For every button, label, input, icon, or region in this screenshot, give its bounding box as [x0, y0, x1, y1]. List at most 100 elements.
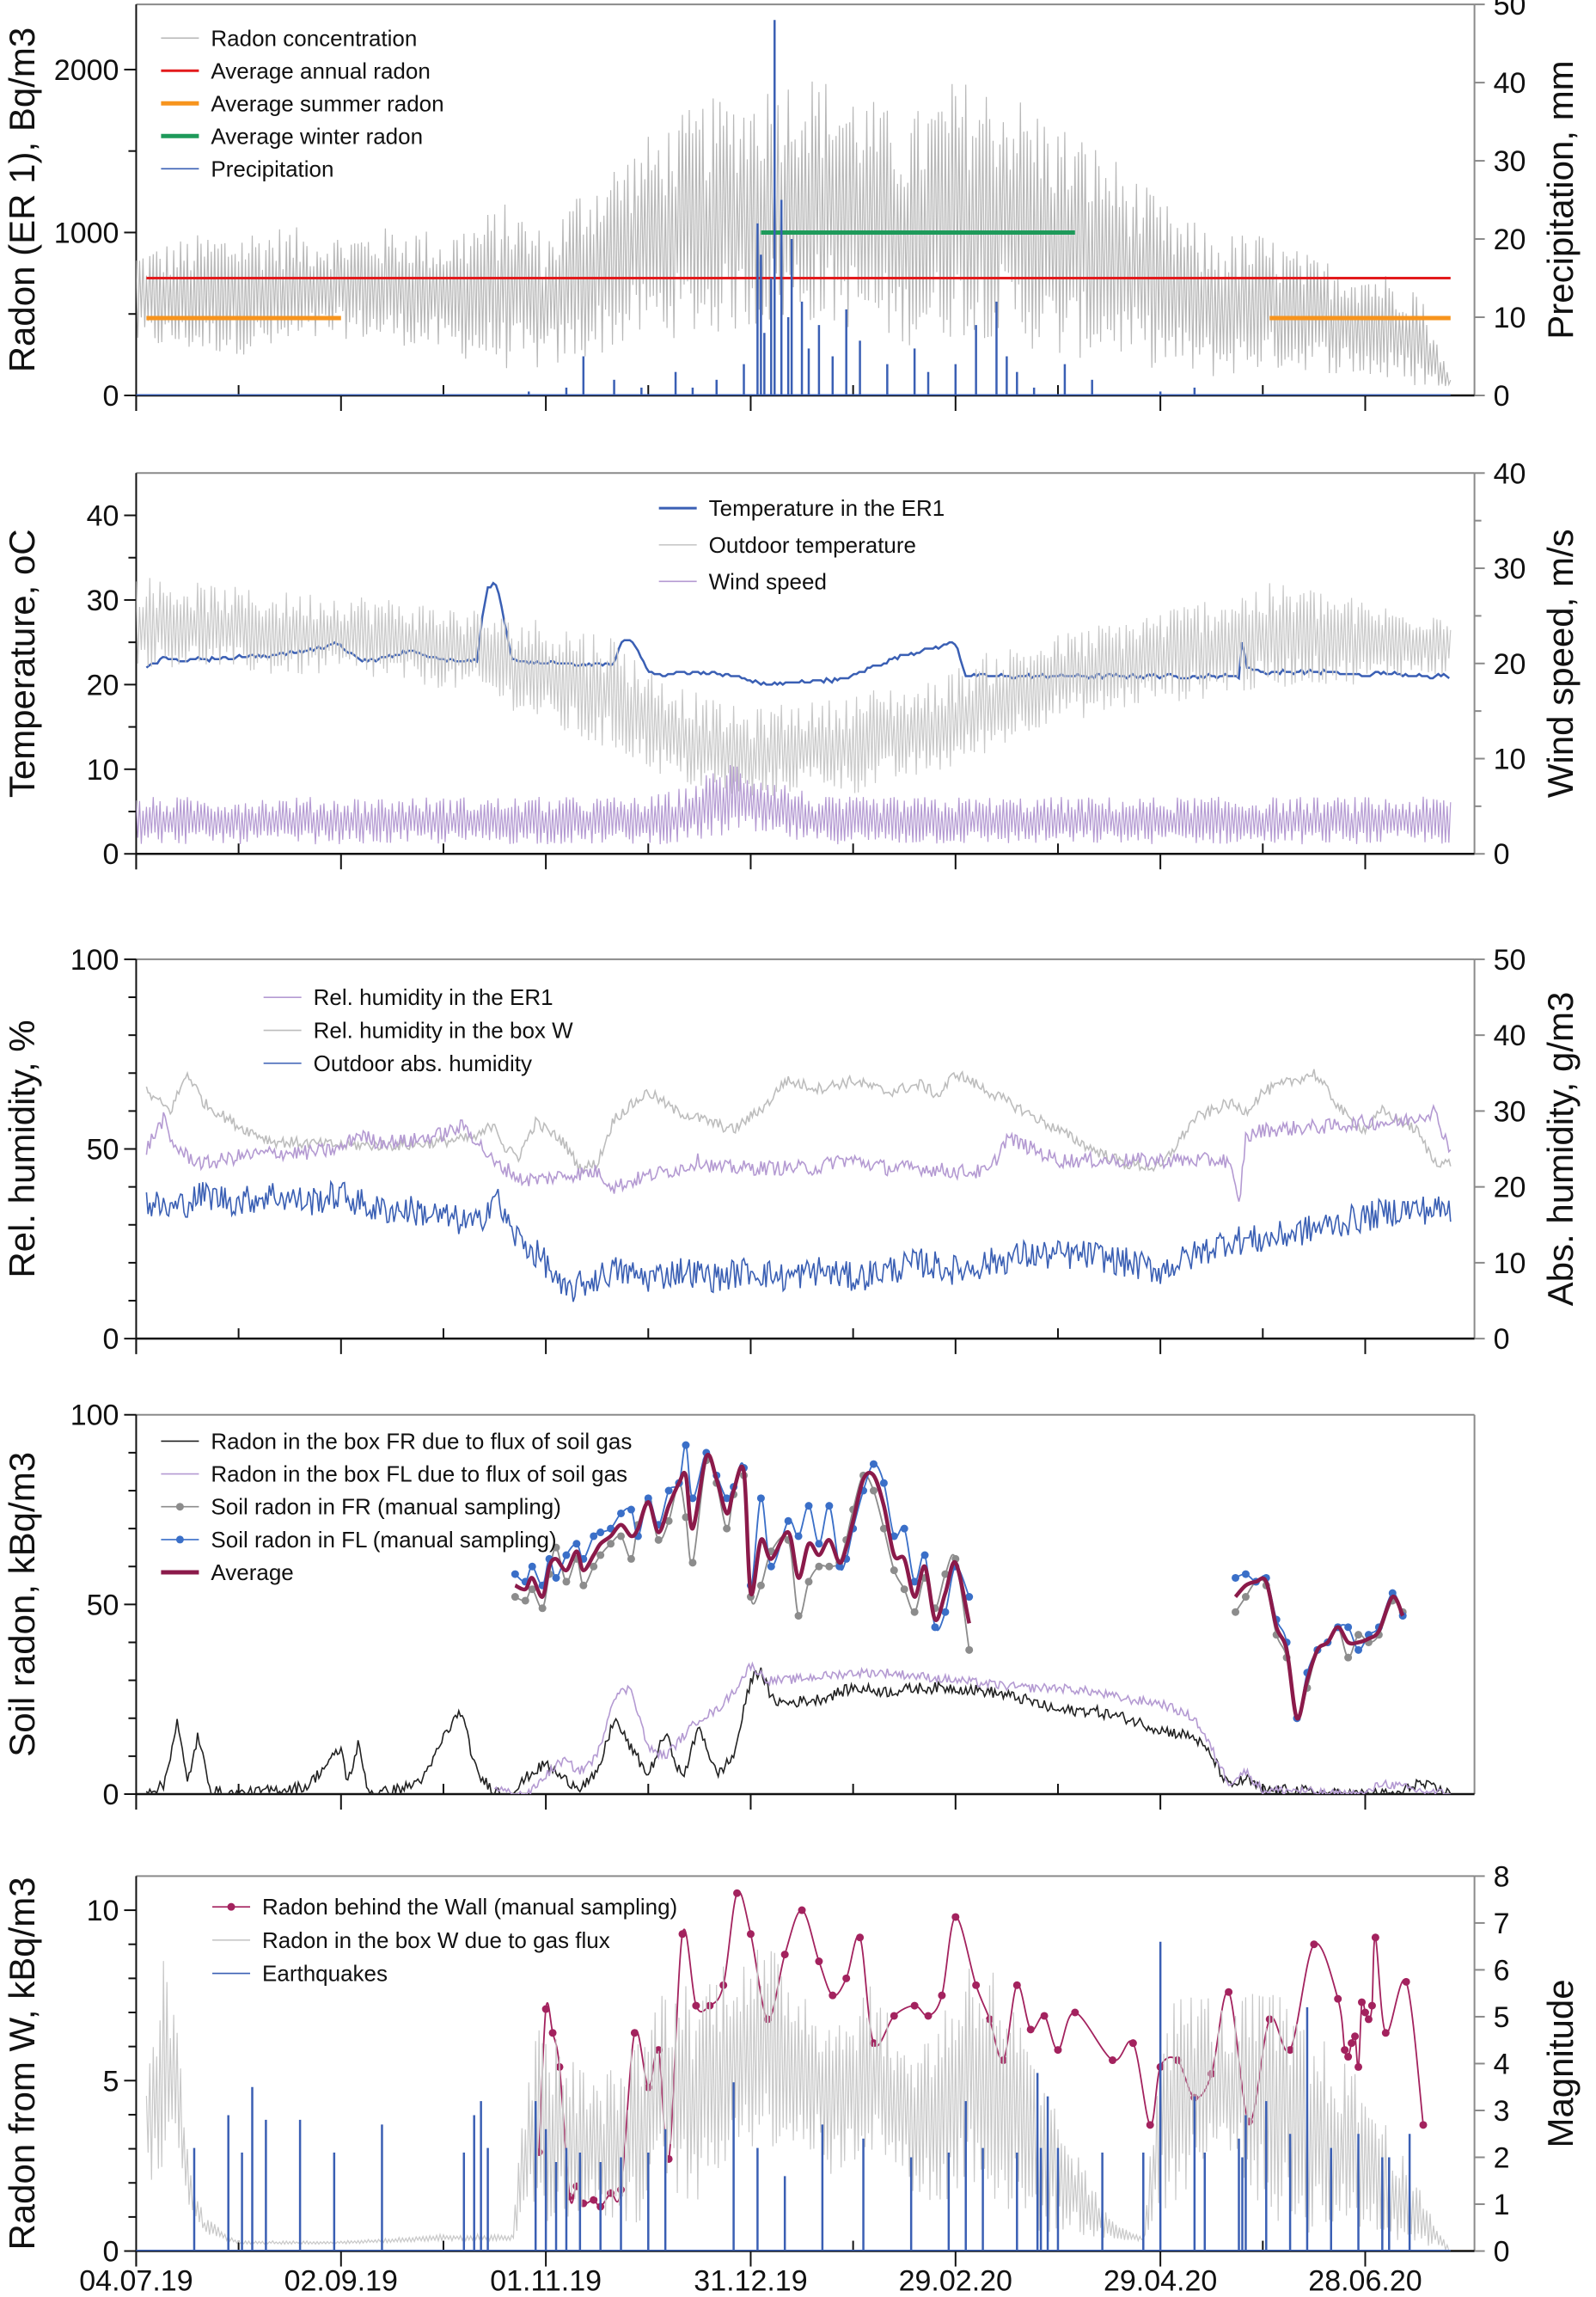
- data-point: [617, 1532, 626, 1541]
- data-point: [1371, 1933, 1379, 1942]
- y-right-tick-label: 1: [1494, 2189, 1510, 2221]
- data-point: [746, 1930, 755, 1939]
- data-point: [1344, 2053, 1353, 2061]
- y-right-tick-label: 0: [1494, 1323, 1510, 1356]
- data-point: [1054, 2046, 1062, 2055]
- data-point: [1419, 2121, 1428, 2129]
- legend-item: Rel. humidity in the ER1: [263, 984, 553, 1010]
- y-right-tick-label: 10: [1494, 744, 1526, 776]
- data-point: [1232, 1608, 1240, 1616]
- series-precipitation: [136, 20, 1451, 395]
- y-right-tick-label: 10: [1494, 302, 1526, 334]
- legend-radon-er1: Radon concentration Average annual radon A…: [161, 25, 444, 181]
- data-point: [1354, 1631, 1363, 1639]
- y-right-tick-label: 5: [1494, 2001, 1510, 2034]
- data-point: [920, 1551, 929, 1559]
- y-right-tick-label: 30: [1494, 1095, 1526, 1128]
- data-point: [1310, 1940, 1318, 1949]
- data-point: [1344, 1653, 1353, 1662]
- data-point: [938, 1991, 946, 2000]
- data-point: [931, 1623, 939, 1632]
- y-right-tick-label: 2: [1494, 2142, 1510, 2175]
- panel-humidity: 0 50 100 Rel. humidity, % 0 10 20 30 40 50 Abs. hu…: [2, 944, 1581, 1356]
- data-point: [1361, 2008, 1369, 2017]
- legend-item: Rel. humidity in the box W: [263, 1018, 573, 1044]
- data-point: [688, 1494, 697, 1503]
- x-tick-label: 01.11.19: [490, 2265, 602, 2297]
- series-radon-concentration: [136, 81, 1452, 387]
- series-average-line: [514, 1452, 971, 1624]
- legend-item: Outdoor abs. humidity: [263, 1050, 532, 1076]
- data-point: [1012, 1981, 1021, 1989]
- series-group: [145, 1069, 1452, 1302]
- data-point: [1109, 2056, 1117, 2065]
- series-radon-in-the-box-fr-due-to-flux-of-soil-gas: [145, 1667, 1452, 1794]
- y-right-tick-label: 0: [1494, 380, 1510, 413]
- data-point: [552, 1573, 560, 1582]
- data-point: [538, 1604, 547, 1613]
- legend-label: Temperature in the ER1: [709, 495, 945, 521]
- data-point: [572, 1540, 581, 1548]
- series-radon-in-the-box-fl-due-to-flux-of-soil-gas: [493, 1661, 1451, 1794]
- data-point: [664, 1486, 673, 1495]
- data-point: [804, 1502, 813, 1510]
- y-left-tick-label: 1000: [54, 217, 119, 249]
- y-right-tick-label: 0: [1494, 838, 1510, 871]
- data-point: [630, 2029, 639, 2037]
- legend-item: Soil radon in FR (manual sampling): [161, 1494, 561, 1520]
- data-point: [1040, 2012, 1049, 2020]
- panel-temperature: 0 10 20 30 40 Temperature, oC 0 10 20 30 40 Wind sp…: [2, 457, 1581, 871]
- legend-item: Average: [161, 1559, 294, 1585]
- legend-label: Earthquakes: [262, 1961, 388, 1987]
- series-rel-humidity-in-the-er1: [145, 1104, 1452, 1202]
- y-left-tick-label: 100: [70, 1400, 119, 1432]
- y-right-tick-label: 7: [1494, 1908, 1510, 1940]
- data-point: [856, 1933, 865, 1942]
- data-point: [654, 2046, 663, 2055]
- data-point: [644, 1494, 652, 1503]
- legend-label: Average summer radon: [211, 90, 443, 116]
- data-point: [607, 2189, 615, 2197]
- legend-item: Radon concentration: [161, 25, 417, 51]
- data-point: [1146, 2121, 1154, 2129]
- series-average: [514, 1452, 1405, 1721]
- series-wind-speed: [136, 764, 1452, 845]
- data-point: [965, 1645, 974, 1654]
- y-right-tick-label: 4: [1494, 2048, 1510, 2080]
- series-outdoor-temperature: [136, 578, 1452, 796]
- panel-soil-radon: 0 50 100 Soil radon, kBq/m3 Radon in the box…: [2, 1400, 1476, 1811]
- data-point: [733, 1889, 742, 1897]
- data-point: [815, 1562, 823, 1571]
- data-point: [723, 1524, 731, 1533]
- panel-radon-wall: 0 5 10 Radon from W, kBq/m3 0 1 2 3 4 5 6 7 8 Magnitu…: [2, 1860, 1581, 2268]
- y-left-tick-label: 10: [87, 1895, 119, 1927]
- data-point: [1358, 1998, 1367, 2006]
- legend-label: Soil radon in FR (manual sampling): [211, 1494, 561, 1520]
- data-point: [829, 1991, 837, 2000]
- y-right-tick-label: 30: [1494, 553, 1526, 585]
- y-right-tick-label: 50: [1494, 0, 1526, 21]
- data-point: [910, 1608, 919, 1616]
- data-point: [784, 1516, 792, 1525]
- legend-item: Average winter radon: [161, 123, 423, 149]
- y-left-tick-label: 30: [87, 585, 119, 617]
- legend-item: Outdoor temperature: [658, 532, 916, 558]
- legend-item: Radon in the box FL due to flux of soil …: [161, 1461, 627, 1487]
- y-left-tick-label: 0: [103, 380, 119, 413]
- x-tick-label: 29.02.20: [899, 2265, 1012, 2297]
- legend-label: Soil radon in FL (manual sampling): [211, 1527, 556, 1553]
- legend-item: Radon behind the Wall (manual sampling): [212, 1894, 677, 1920]
- legend-item: Temperature in the ER1: [658, 495, 945, 521]
- data-point: [1351, 2032, 1360, 2041]
- series-earthquakes: [136, 1941, 1451, 2251]
- legend-label: Rel. humidity in the box W: [314, 1018, 573, 1044]
- y-left-tick-label: 50: [87, 1589, 119, 1621]
- data-point: [590, 2196, 598, 2204]
- data-point: [951, 1913, 960, 1921]
- data-point: [900, 1524, 908, 1533]
- data-point: [521, 1596, 529, 1605]
- data-point: [1225, 1988, 1233, 1996]
- legend-label: Radon concentration: [211, 25, 417, 51]
- panel-radon-er1: 0 1000 2000 Radon (ER 1), Bq/m3 0 10 20 30 40 50 P…: [2, 0, 1581, 413]
- data-point: [767, 1562, 775, 1571]
